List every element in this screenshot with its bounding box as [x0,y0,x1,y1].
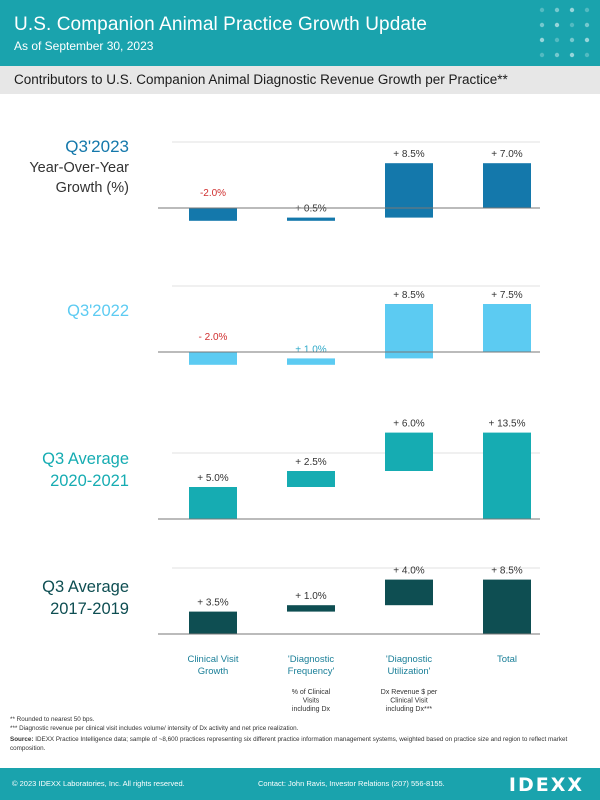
panel-2: Q3'2022 - 2.0% + 1.0% + 8.5% + 7.5% [67,285,540,365]
data-label: + 8.5% [491,566,523,577]
bar [287,605,335,612]
bar [189,352,237,365]
bar [483,432,531,519]
bar [483,304,531,352]
data-label: + 3.5% [197,598,229,609]
idexx-logo: IDEXX [508,774,584,796]
bar [483,163,531,208]
header-dot [554,22,560,28]
header-banner: U.S. Companion Animal Practice Growth Up… [0,0,600,66]
category-note: Clinical Visit [390,698,428,705]
header-dot [569,52,575,58]
category-label: 'Diagnostic [288,654,334,665]
series-title-line: Year-Over-Year [29,160,129,176]
bar [287,358,335,365]
waterfall-chart: Q3'2023 Year-Over-Year Growth (%) -2.0% + 0.… [29,137,540,713]
series-title-line: 2020-2021 [50,472,129,490]
category-label: Total [497,654,517,665]
data-label: + 0.5% [295,204,327,215]
bar [287,217,335,221]
panel-4: Q3 Average 2017-2019 + 3.5% + 1.0% + 4.0% + 8… [42,566,540,635]
data-label: + 7.0% [491,149,523,160]
bar [385,163,433,218]
data-label: -2.0% [200,188,226,199]
data-label: + 13.5% [489,419,526,430]
bar [385,304,433,359]
bar [189,611,237,634]
series-title-line: Q3 Average [42,450,129,468]
bar [385,579,433,606]
header-dot [539,52,545,58]
data-label: + 6.0% [393,419,425,430]
page-title: U.S. Companion Animal Practice Growth Up… [14,14,428,35]
series-title-line: 2017-2019 [50,600,129,618]
data-label: + 5.0% [197,473,229,484]
bar [483,579,531,634]
data-label: + 7.5% [491,290,523,301]
header-dot [539,37,545,43]
bar [385,432,433,471]
series-title-line: Q3'2022 [67,302,129,320]
footnote-dx-revenue: *** Diagnostic revenue per clinical visi… [10,724,299,732]
section-heading: Contributors to U.S. Companion Animal Di… [14,72,508,87]
header-dot [569,37,575,43]
category-note: Visits [303,698,320,705]
source-text: IDEXX Practice Intelligence data; sample… [10,736,568,752]
data-label: + 1.0% [295,344,327,355]
footer-bar: © 2023 IDEXX Laboratories, Inc. All righ… [0,768,600,800]
data-label: + 8.5% [393,149,425,160]
series-title-line: Q3'2023 [65,137,129,156]
bar [189,487,237,519]
series-title-line: Growth (%) [56,180,129,196]
data-label: + 1.0% [295,591,327,602]
panel-1: Q3'2023 Year-Over-Year Growth (%) -2.0% + 0.… [29,137,540,221]
data-label: - 2.0% [199,332,228,343]
category-label: Utilization' [388,666,431,677]
header-dot [554,52,560,58]
category-note: Dx Revenue $ per [381,689,438,696]
header-dot [569,22,575,28]
category-label: Frequency' [288,666,335,677]
contact-text: Contact: John Ravis, Investor Relations … [258,779,445,788]
data-label: + 8.5% [393,290,425,301]
bar [189,208,237,221]
header-dot [584,37,590,43]
copyright-text: © 2023 IDEXX Laboratories, Inc. All righ… [12,779,185,788]
category-note: including Dx*** [386,706,433,713]
header-dot [584,7,590,13]
panel-3: Q3 Average 2020-2021 + 5.0% + 2.5% + 6.0% + 1… [42,419,540,520]
category-label: Growth [198,666,229,677]
footnote-source: Source: IDEXX Practice Intelligence data… [10,736,595,753]
header-dot [584,52,590,58]
data-label: + 4.0% [393,566,425,577]
header-dot [584,22,590,28]
footnote-rounding: ** Rounded to nearest 50 bps. [10,716,95,723]
category-label: 'Diagnostic [386,654,432,665]
series-title-line: Q3 Average [42,578,129,596]
header-dot [539,22,545,28]
source-label: Source: [10,736,34,743]
category-note: % of Clinical [292,689,331,696]
header-dot [539,7,545,13]
category-label: Clinical Visit [187,654,238,665]
section-heading-band: Contributors to U.S. Companion Animal Di… [0,66,600,94]
header-dot [554,37,560,43]
bar [287,471,335,487]
decorative-dots [539,7,590,58]
category-note: including Dx [292,706,331,713]
footnotes: ** Rounded to nearest 50 bps. *** Diagno… [10,716,595,753]
data-label: + 2.5% [295,457,327,468]
page-subtitle: As of September 30, 2023 [14,39,154,53]
header-dot [569,7,575,13]
header-dot [554,7,560,13]
